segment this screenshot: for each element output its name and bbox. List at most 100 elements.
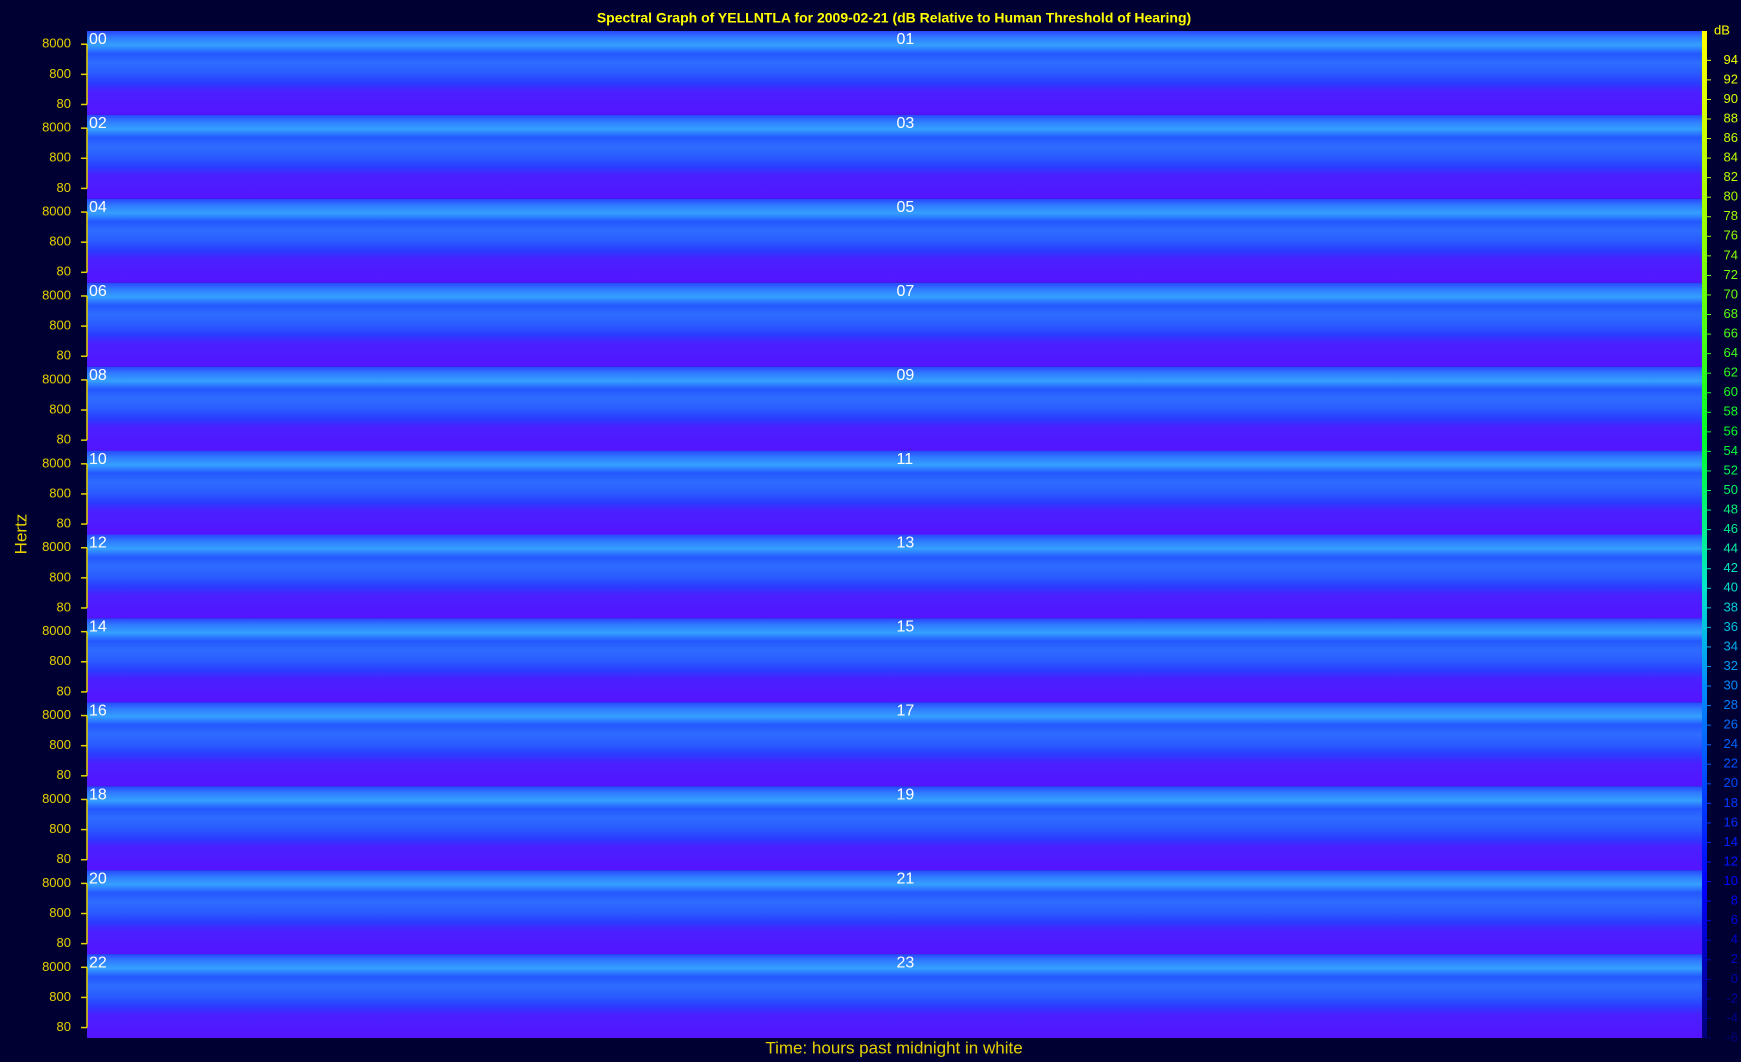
hour-label: 10 [89, 451, 107, 468]
y-tick-label: 8000 [42, 371, 71, 386]
y-tick-label: 8000 [42, 455, 71, 470]
colorbar-tick-label: 56 [1724, 423, 1738, 438]
colorbar-tick-label: 50 [1724, 482, 1738, 497]
hour-label: 07 [897, 283, 915, 300]
y-tick-label: 800 [49, 401, 71, 416]
colorbar-tick-label: -4 [1726, 1010, 1738, 1025]
spectrogram-strip [87, 114, 895, 199]
spectrogram-strip [87, 786, 895, 871]
colorbar-tick-label: 62 [1724, 365, 1738, 380]
y-tick-label: 80 [57, 180, 71, 195]
y-tick-label: 8000 [42, 204, 71, 219]
y-tick-label: 8000 [42, 36, 71, 51]
colorbar-tick-label: 70 [1724, 286, 1738, 301]
y-tick-label: 80 [57, 96, 71, 111]
hour-label: 13 [897, 535, 915, 552]
colorbar-tick-label: 12 [1724, 853, 1738, 868]
spectrogram-strip [894, 954, 1702, 1038]
spectrogram-strip [87, 534, 895, 619]
colorbar-tick-label: 40 [1724, 580, 1738, 595]
spectrogram-strip [894, 534, 1702, 619]
colorbar-tick-label: 38 [1724, 599, 1738, 614]
y-tick-label: 800 [49, 569, 71, 584]
y-tick-label: 800 [49, 653, 71, 668]
y-tick-label: 8000 [42, 539, 71, 554]
y-tick-label: 800 [49, 821, 71, 836]
colorbar [1702, 31, 1707, 1038]
spectrogram-strip [894, 198, 1702, 283]
colorbar-tick-label: 42 [1724, 560, 1738, 575]
spectrogram-strip [87, 31, 895, 115]
spectrogram-strip [87, 954, 895, 1038]
spectrogram-strip [87, 366, 895, 451]
colorbar-tick-label: -6 [1726, 1029, 1738, 1044]
y-tick-label: 80 [57, 767, 71, 782]
colorbar-tick-label: 16 [1724, 814, 1738, 829]
spectrogram-strip [894, 31, 1702, 115]
colorbar-tick-label: 0 [1731, 971, 1738, 986]
y-tick-label: 80 [57, 599, 71, 614]
y-tick-label: 8000 [42, 623, 71, 638]
hour-label: 00 [89, 31, 107, 48]
hour-label: 15 [897, 619, 915, 636]
colorbar-tick-label: 52 [1724, 462, 1738, 477]
y-tick-label: 800 [49, 989, 71, 1004]
hour-label: 23 [897, 954, 915, 971]
y-tick-label: 8000 [42, 791, 71, 806]
colorbar-tick-label: 60 [1724, 384, 1738, 399]
colorbar-tick-label: 46 [1724, 521, 1738, 536]
spectrogram-strip [894, 618, 1702, 703]
colorbar-tick-label: 20 [1724, 775, 1738, 790]
colorbar-tick-label: 80 [1724, 189, 1738, 204]
spectrogram-strip [894, 366, 1702, 451]
hour-label: 08 [89, 367, 107, 384]
colorbar-tick-label: 44 [1724, 541, 1738, 556]
colorbar-tick-label: 68 [1724, 306, 1738, 321]
colorbar-tick-label: 76 [1724, 228, 1738, 243]
y-tick-label: 80 [57, 935, 71, 950]
spectrogram-strip [87, 870, 895, 955]
hour-label: 20 [89, 870, 107, 887]
chart-title: Spectral Graph of YELLNTLA for 2009-02-2… [597, 10, 1191, 26]
hour-label: 05 [897, 199, 915, 216]
hour-label: 14 [89, 619, 107, 636]
y-tick-label: 800 [49, 234, 71, 249]
y-tick-label: 80 [57, 348, 71, 363]
y-tick-label: 800 [49, 485, 71, 500]
spectrogram-strip [87, 282, 895, 367]
colorbar-tick-label: 32 [1724, 658, 1738, 673]
colorbar-tick-label: 36 [1724, 619, 1738, 634]
colorbar-tick-label: 64 [1724, 345, 1738, 360]
y-tick-label: 8000 [42, 707, 71, 722]
y-tick-label: 80 [57, 683, 71, 698]
hour-label: 06 [89, 283, 107, 300]
colorbar-tick-label: 54 [1724, 443, 1738, 458]
colorbar-tick-label: 82 [1724, 169, 1738, 184]
hour-label: 19 [897, 786, 915, 803]
y-tick-label: 8000 [42, 120, 71, 135]
colorbar-tick-label: 14 [1724, 834, 1738, 849]
colorbar-tick-label: 78 [1724, 208, 1738, 223]
spectrogram-strip [894, 870, 1702, 955]
colorbar-tick-label: 28 [1724, 697, 1738, 712]
hour-label: 18 [89, 786, 107, 803]
colorbar-tick-label: 4 [1731, 932, 1738, 947]
colorbar-tick-label: 24 [1724, 736, 1738, 751]
y-tick-label: 800 [49, 318, 71, 333]
colorbar-tick-label: 18 [1724, 795, 1738, 810]
colorbar-tick-label: 2 [1731, 951, 1738, 966]
colorbar-tick-label: 34 [1724, 638, 1738, 653]
colorbar-tick-label: -2 [1726, 990, 1738, 1005]
y-tick-label: 80 [57, 432, 71, 447]
y-tick-label: 800 [49, 905, 71, 920]
y-tick-label: 80 [57, 1019, 71, 1034]
spectrogram-strip [87, 198, 895, 283]
spectrogram-strip [894, 702, 1702, 787]
colorbar-tick-label: 94 [1724, 52, 1738, 67]
spectrogram-strip [87, 618, 895, 703]
colorbar-tick-label: 88 [1724, 110, 1738, 125]
hour-label: 16 [89, 703, 107, 720]
colorbar-tick-label: 26 [1724, 717, 1738, 732]
